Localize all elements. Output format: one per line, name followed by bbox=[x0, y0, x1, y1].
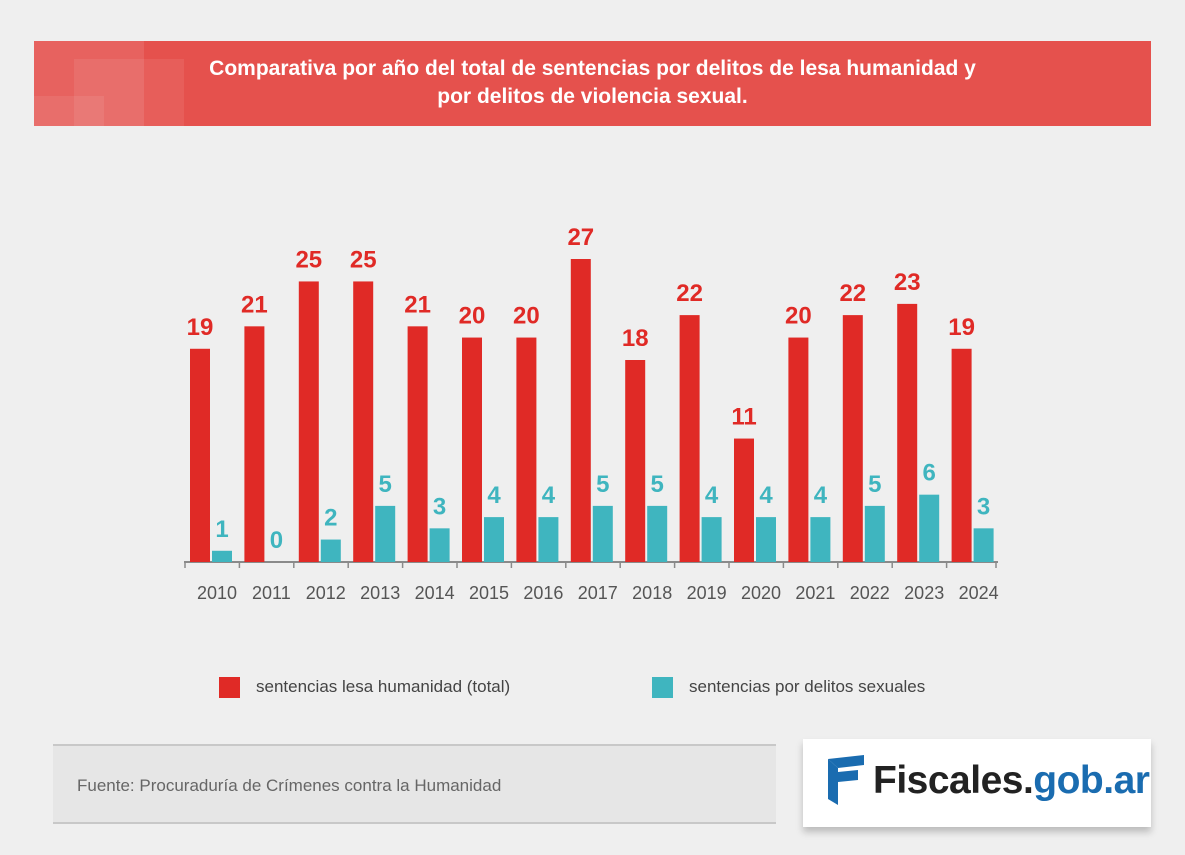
bar-lesa-2014 bbox=[407, 326, 428, 562]
x-tick-label-2024: 2024 bbox=[959, 583, 999, 603]
data-label-sexual-2011: 0 bbox=[270, 527, 283, 554]
bar-lesa-2019 bbox=[679, 315, 700, 562]
x-tick-label-2011: 2011 bbox=[252, 583, 291, 603]
bar-lesa-2012 bbox=[298, 281, 319, 562]
source-box: Fuente: Procuraduría de Crímenes contra … bbox=[53, 744, 776, 824]
data-label-lesa-2014: 21 bbox=[404, 291, 431, 318]
x-tick-label-2015: 2015 bbox=[469, 583, 509, 603]
bar-sexual-2014 bbox=[429, 528, 450, 562]
bar-lesa-2016 bbox=[516, 337, 537, 562]
bar-sexual-2016 bbox=[538, 517, 559, 562]
data-label-sexual-2022: 5 bbox=[868, 471, 881, 498]
x-tick-label-2020: 2020 bbox=[741, 583, 781, 603]
data-label-lesa-2016: 20 bbox=[513, 303, 540, 330]
data-label-lesa-2012: 25 bbox=[295, 246, 322, 273]
bar-sexual-2015 bbox=[484, 517, 504, 562]
data-label-lesa-2017: 27 bbox=[567, 224, 594, 251]
data-label-sexual-2013: 5 bbox=[379, 471, 392, 498]
bar-sexual-2010 bbox=[212, 550, 232, 562]
source-text: Fuente: Procuraduría de Crímenes contra … bbox=[77, 776, 502, 795]
x-tick-label-2021: 2021 bbox=[795, 583, 835, 603]
chart-title-line-1: Comparativa por año del total de sentenc… bbox=[209, 57, 976, 80]
bar-lesa-2024 bbox=[951, 348, 972, 562]
chart-title-line-2: por delitos de violencia sexual. bbox=[437, 85, 748, 108]
data-label-sexual-2010: 1 bbox=[215, 516, 228, 543]
banner-decoration bbox=[34, 41, 144, 126]
data-label-sexual-2016: 4 bbox=[542, 482, 556, 509]
fiscales-logo-icon bbox=[828, 755, 864, 805]
data-label-sexual-2015: 4 bbox=[487, 482, 501, 509]
legend-item-lesa: sentencias lesa humanidad (total) bbox=[219, 676, 510, 698]
bar-sexual-2017 bbox=[592, 505, 613, 562]
x-tick-label-2017: 2017 bbox=[578, 583, 618, 603]
bar-lesa-2020 bbox=[734, 438, 754, 562]
bar-chart: 1912010210201125220122552013213201420420… bbox=[184, 224, 999, 603]
bar-lesa-2018 bbox=[625, 360, 646, 562]
x-tick-label-2010: 2010 bbox=[197, 583, 237, 603]
bar-lesa-2021 bbox=[788, 337, 809, 562]
bar-sexual-2023 bbox=[919, 494, 940, 562]
data-label-lesa-2023: 23 bbox=[894, 269, 921, 296]
logo-text-gobar: gob.ar bbox=[1033, 759, 1150, 802]
x-tick-label-2014: 2014 bbox=[415, 583, 455, 603]
data-label-lesa-2018: 18 bbox=[622, 325, 649, 352]
data-label-lesa-2024: 19 bbox=[948, 314, 975, 341]
x-tick-label-2023: 2023 bbox=[904, 583, 944, 603]
x-tick-label-2019: 2019 bbox=[687, 583, 727, 603]
data-label-lesa-2021: 20 bbox=[785, 303, 812, 330]
x-tick-label-2013: 2013 bbox=[360, 583, 400, 603]
data-label-lesa-2010: 19 bbox=[187, 314, 214, 341]
x-tick-label-2022: 2022 bbox=[850, 583, 890, 603]
bar-sexual-2024 bbox=[973, 528, 994, 562]
bar-lesa-2013 bbox=[353, 281, 374, 562]
data-label-sexual-2020: 4 bbox=[759, 482, 773, 509]
legend-swatch-lesa bbox=[219, 676, 240, 698]
banner-decoration bbox=[34, 96, 104, 126]
data-label-sexual-2019: 4 bbox=[705, 482, 719, 509]
data-label-lesa-2019: 22 bbox=[676, 280, 703, 307]
bar-sexual-2021 bbox=[810, 517, 831, 562]
bar-lesa-2022 bbox=[842, 315, 863, 562]
data-label-lesa-2015: 20 bbox=[459, 303, 486, 330]
legend-swatch-sexuales bbox=[652, 676, 673, 698]
bar-lesa-2011 bbox=[244, 326, 265, 562]
banner-decoration bbox=[74, 59, 184, 126]
bar-lesa-2015 bbox=[462, 337, 482, 562]
x-tick-label-2018: 2018 bbox=[632, 583, 672, 603]
bar-sexual-2019 bbox=[701, 517, 722, 562]
logo-box[interactable]: Fiscales.gob.ar bbox=[803, 739, 1151, 827]
legend-label-sexuales: sentencias por delitos sexuales bbox=[689, 677, 926, 696]
logo-text-fiscales: Fiscales. bbox=[873, 759, 1034, 802]
bar-lesa-2023 bbox=[897, 303, 918, 562]
x-tick-label-2016: 2016 bbox=[523, 583, 563, 603]
data-label-lesa-2011: 21 bbox=[241, 291, 268, 318]
data-label-lesa-2013: 25 bbox=[350, 246, 377, 273]
data-label-lesa-2020: 11 bbox=[731, 404, 756, 431]
legend-label-lesa: sentencias lesa humanidad (total) bbox=[256, 677, 511, 696]
title-banner: Comparativa por año del total de sentenc… bbox=[34, 41, 1151, 126]
data-label-sexual-2014: 3 bbox=[433, 493, 446, 520]
legend-item-sexuales: sentencias por delitos sexuales bbox=[652, 676, 925, 698]
bar-sexual-2018 bbox=[647, 505, 668, 562]
data-label-sexual-2023: 6 bbox=[923, 460, 936, 487]
bar-lesa-2017 bbox=[570, 259, 591, 562]
data-label-lesa-2022: 22 bbox=[839, 280, 866, 307]
bar-sexual-2022 bbox=[864, 505, 885, 562]
chart-title: Comparativa por año del total de sentenc… bbox=[34, 55, 1151, 111]
logo-wordmark: Fiscales.gob.ar bbox=[873, 759, 1150, 803]
bar-lesa-2010 bbox=[190, 348, 210, 562]
data-label-sexual-2021: 4 bbox=[814, 482, 828, 509]
bar-sexual-2012 bbox=[320, 539, 341, 562]
bar-sexual-2020 bbox=[756, 517, 776, 562]
x-tick-label-2012: 2012 bbox=[306, 583, 346, 603]
data-label-sexual-2017: 5 bbox=[596, 471, 609, 498]
data-label-sexual-2018: 5 bbox=[651, 471, 664, 498]
data-label-sexual-2012: 2 bbox=[324, 505, 337, 532]
data-label-sexual-2024: 3 bbox=[977, 493, 990, 520]
bar-sexual-2013 bbox=[375, 505, 396, 562]
